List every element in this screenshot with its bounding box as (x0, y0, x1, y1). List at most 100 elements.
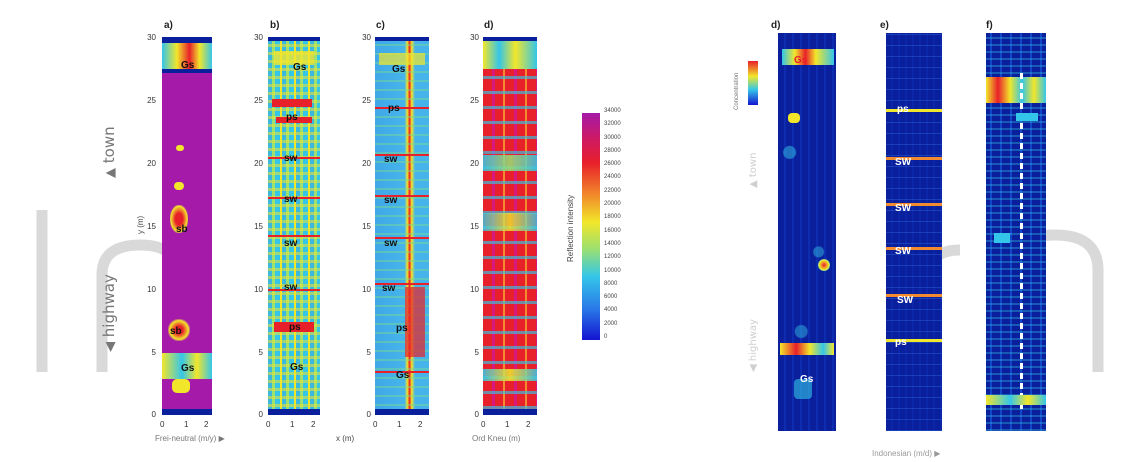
colorbar-tick: 32000 (604, 121, 621, 128)
feature-label: Gs (800, 374, 814, 385)
y-tick: 10 (470, 285, 479, 294)
y-tick: 0 (366, 410, 371, 419)
feature-label: sw (284, 282, 298, 293)
colorbar-tick: 24000 (604, 174, 621, 181)
panel-letter-f: f) (986, 20, 993, 31)
y-tick: 25 (147, 96, 156, 105)
x-axis-label-d: Ord Kneu (m) (472, 434, 521, 443)
colorbar-tick: 14000 (604, 240, 621, 247)
side-label-bottom-text: highway (100, 274, 118, 338)
feature-label: sw (284, 153, 298, 164)
feature-label: sw (384, 154, 398, 165)
right-side-label-town: ▲ town (748, 152, 759, 188)
y-tick: 5 (366, 348, 371, 357)
y-tick: 20 (147, 159, 156, 168)
feature-label: Gs (396, 370, 410, 381)
heatmap-strip-a (162, 37, 212, 415)
y-tick: 15 (147, 222, 156, 231)
feature-label: SW (897, 295, 914, 306)
right-side-label-top-text: town (748, 152, 759, 178)
feature-label: Gs (293, 62, 307, 73)
side-label-top-text: town (100, 126, 118, 164)
colorbar-tick: 0 (604, 334, 608, 340)
feature-label: sw (284, 238, 298, 249)
y-tick: 0 (258, 410, 263, 419)
feature-label: sb (176, 224, 188, 235)
y-tick: 20 (362, 159, 371, 168)
y-tick: 15 (470, 222, 479, 231)
y-tick: 25 (470, 96, 479, 105)
feature-label: ps (286, 112, 298, 123)
x-axis-label-a: Frei-neutral (m/y) ▶ (155, 434, 225, 443)
x-tick: 2 (204, 420, 209, 429)
y-tick: 15 (362, 222, 371, 231)
colorbar-tick: 22000 (604, 187, 621, 194)
feature-label: sw (384, 238, 398, 249)
x-tick: 1 (397, 420, 402, 429)
colorbar-tick: 26000 (604, 161, 621, 168)
y-tick: 25 (362, 96, 371, 105)
side-label-town: ▲ town (100, 126, 118, 178)
y-tick: 15 (254, 222, 263, 231)
x-tick: 1 (290, 420, 295, 429)
colorbar-title: Reflection intensity (566, 194, 575, 262)
panel-letter-b: b) (270, 20, 280, 31)
feature-label: sw (382, 283, 396, 294)
y-tick: 0 (151, 410, 156, 419)
y-tick: 20 (254, 159, 263, 168)
colorbar-tick: 18000 (604, 214, 621, 221)
feature-label: ps (396, 323, 408, 334)
x-tick: 0 (266, 420, 271, 429)
colorbar-tick: 12000 (604, 254, 621, 261)
heatmap-strip-f (986, 33, 1046, 431)
x-tick: 0 (373, 420, 378, 429)
panel-letter-a: a) (164, 20, 173, 31)
y-tick: 30 (470, 33, 479, 42)
feature-label: ps (897, 104, 909, 115)
feature-label: SW (895, 246, 912, 257)
colorbar-tick: 20000 (604, 201, 621, 208)
x-tick: 1 (184, 420, 189, 429)
panel-letter-d-right: d) (771, 20, 781, 31)
heatmap-strip-c (375, 37, 429, 415)
y-tick: 10 (362, 285, 371, 294)
feature-label: Gs (181, 363, 195, 374)
feature-label: sb (170, 326, 182, 337)
heatmap-strip-b (268, 37, 320, 415)
colorbar-tick: 10000 (604, 267, 621, 274)
panel-letter-e: e) (880, 20, 889, 31)
y-tick: 10 (147, 285, 156, 294)
feature-label: SW (895, 203, 912, 214)
heatmap-strip-e (886, 33, 942, 431)
feature-label: Gs (794, 55, 808, 66)
colorbar-tick: 8000 (604, 280, 618, 287)
feature-label: Gs (392, 64, 406, 75)
right-side-label-bottom-text: highway (748, 319, 759, 362)
right-colorbar (748, 61, 758, 105)
y-tick: 30 (147, 33, 156, 42)
y-tick: 20 (470, 159, 479, 168)
panel-letter-c: c) (376, 20, 385, 31)
x-tick: 0 (481, 420, 486, 429)
x-tick: 2 (311, 420, 316, 429)
colorbar-gradient (582, 113, 600, 340)
x-axis-label-bc: x (m) (336, 434, 355, 443)
y-tick: 5 (258, 348, 263, 357)
colorbar-tick: 30000 (604, 134, 621, 141)
feature-label: Gs (181, 60, 195, 71)
panel-letter-d-left: d) (484, 20, 494, 31)
colorbar-tick: 2000 (604, 320, 618, 327)
y-tick: 0 (474, 410, 479, 419)
x-tick: 1 (505, 420, 510, 429)
x-tick: 2 (418, 420, 423, 429)
y-tick: 25 (254, 96, 263, 105)
y-tick: 30 (254, 33, 263, 42)
feature-label: ps (388, 103, 400, 114)
feature-label: sw (284, 194, 298, 205)
heatmap-strip-d-right (778, 33, 836, 431)
y-tick: 5 (151, 348, 156, 357)
colorbar-tick: 28000 (604, 147, 621, 154)
colorbar-tick: 4000 (604, 307, 618, 314)
feature-label: ps (895, 337, 907, 348)
colorbar-tick: 16000 (604, 227, 621, 234)
